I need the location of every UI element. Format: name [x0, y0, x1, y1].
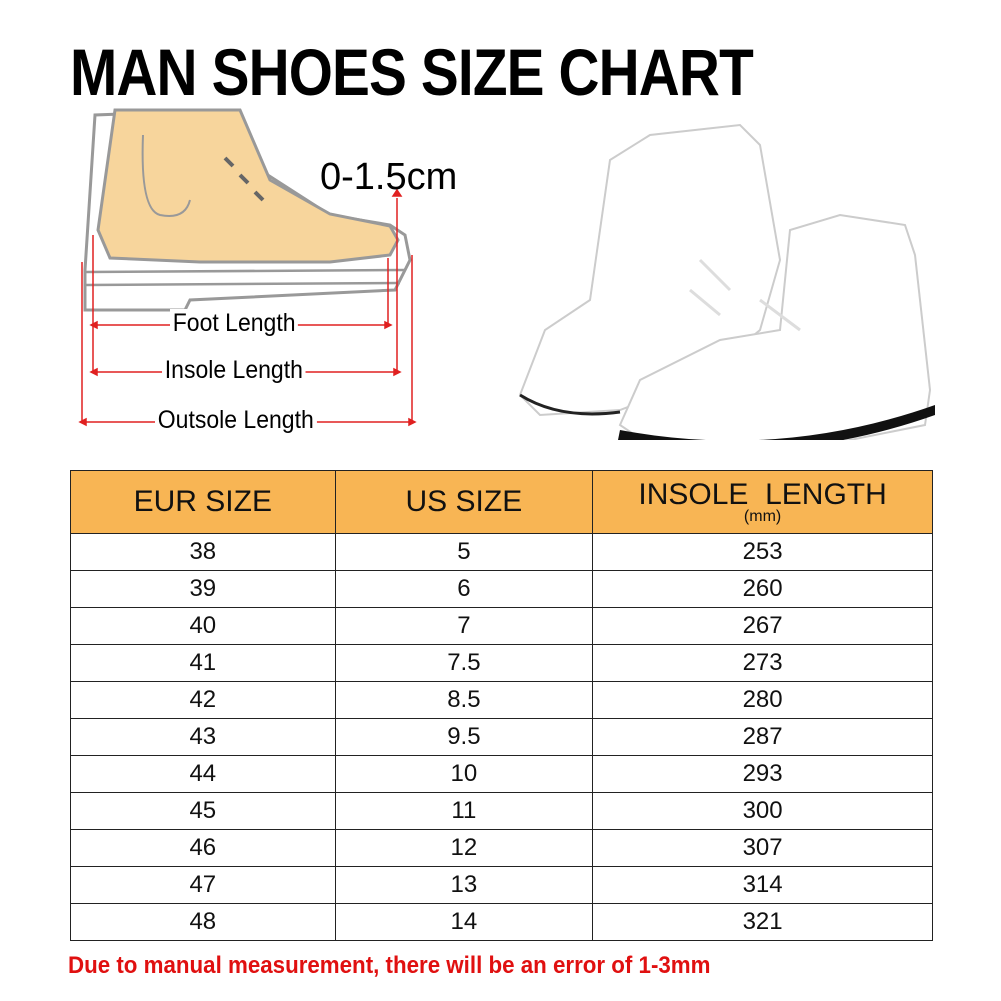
insole-length-label: Insole Length	[162, 356, 306, 385]
cell-insole: 273	[592, 644, 933, 682]
table-row: 40 7 267	[70, 607, 933, 645]
table-row: 48 14 321	[70, 903, 933, 941]
size-table: EUR SIZE US SIZE INSOLE LENGTH (mm) 38 5 25…	[70, 470, 933, 941]
cell-insole: 314	[592, 866, 933, 904]
cell-insole: 321	[592, 903, 933, 941]
cell-us: 14	[334, 903, 594, 941]
cell-insole: 253	[592, 533, 933, 571]
cell-us: 9.5	[334, 718, 594, 756]
measurement-note: Due to manual measurement, there will be…	[68, 952, 711, 979]
table-row: 43 9.5 287	[70, 718, 933, 756]
table-row: 39 6 260	[70, 570, 933, 608]
table-row: 41 7.5 273	[70, 644, 933, 682]
gap-label: 0-1.5cm	[320, 156, 458, 198]
page-title: MAN SHOES SIZE CHART	[70, 35, 754, 109]
header-insole-length: INSOLE LENGTH (mm)	[592, 470, 933, 534]
cell-eur: 43	[70, 718, 336, 756]
cell-eur: 41	[70, 644, 336, 682]
cell-us: 7	[334, 607, 594, 645]
cell-eur: 46	[70, 829, 336, 867]
cell-insole: 280	[592, 681, 933, 719]
cell-insole: 260	[592, 570, 933, 608]
cell-us: 8.5	[334, 681, 594, 719]
cell-us: 6	[334, 570, 594, 608]
cell-insole: 300	[592, 792, 933, 830]
table-row: 38 5 253	[70, 533, 933, 571]
cell-eur: 40	[70, 607, 336, 645]
table-row: 45 11 300	[70, 792, 933, 830]
cell-us: 5	[334, 533, 594, 571]
table-row: 47 13 314	[70, 866, 933, 904]
foot-length-label: Foot Length	[170, 309, 299, 338]
cell-us: 11	[334, 792, 594, 830]
cell-us: 12	[334, 829, 594, 867]
foot-in-shoe-illustration	[83, 108, 412, 312]
cell-insole: 307	[592, 829, 933, 867]
table-row: 46 12 307	[70, 829, 933, 867]
table-row: 44 10 293	[70, 755, 933, 793]
cell-eur: 48	[70, 903, 336, 941]
cell-insole: 287	[592, 718, 933, 756]
cell-eur: 45	[70, 792, 336, 830]
cell-insole: 267	[592, 607, 933, 645]
cell-eur: 44	[70, 755, 336, 793]
table-row: 42 8.5 280	[70, 681, 933, 719]
cell-eur: 47	[70, 866, 336, 904]
cell-us: 10	[334, 755, 594, 793]
cell-eur: 38	[70, 533, 336, 571]
cell-eur: 42	[70, 681, 336, 719]
table-header-row: EUR SIZE US SIZE INSOLE LENGTH (mm)	[70, 470, 933, 534]
header-us-size: US SIZE	[334, 470, 594, 534]
sneakers-image	[518, 123, 935, 440]
cell-us: 7.5	[334, 644, 594, 682]
outsole-length-label: Outsole Length	[155, 406, 317, 435]
foot-measure-diagram	[78, 108, 935, 440]
cell-insole: 293	[592, 755, 933, 793]
cell-eur: 39	[70, 570, 336, 608]
cell-us: 13	[334, 866, 594, 904]
header-eur-size: EUR SIZE	[70, 470, 336, 534]
